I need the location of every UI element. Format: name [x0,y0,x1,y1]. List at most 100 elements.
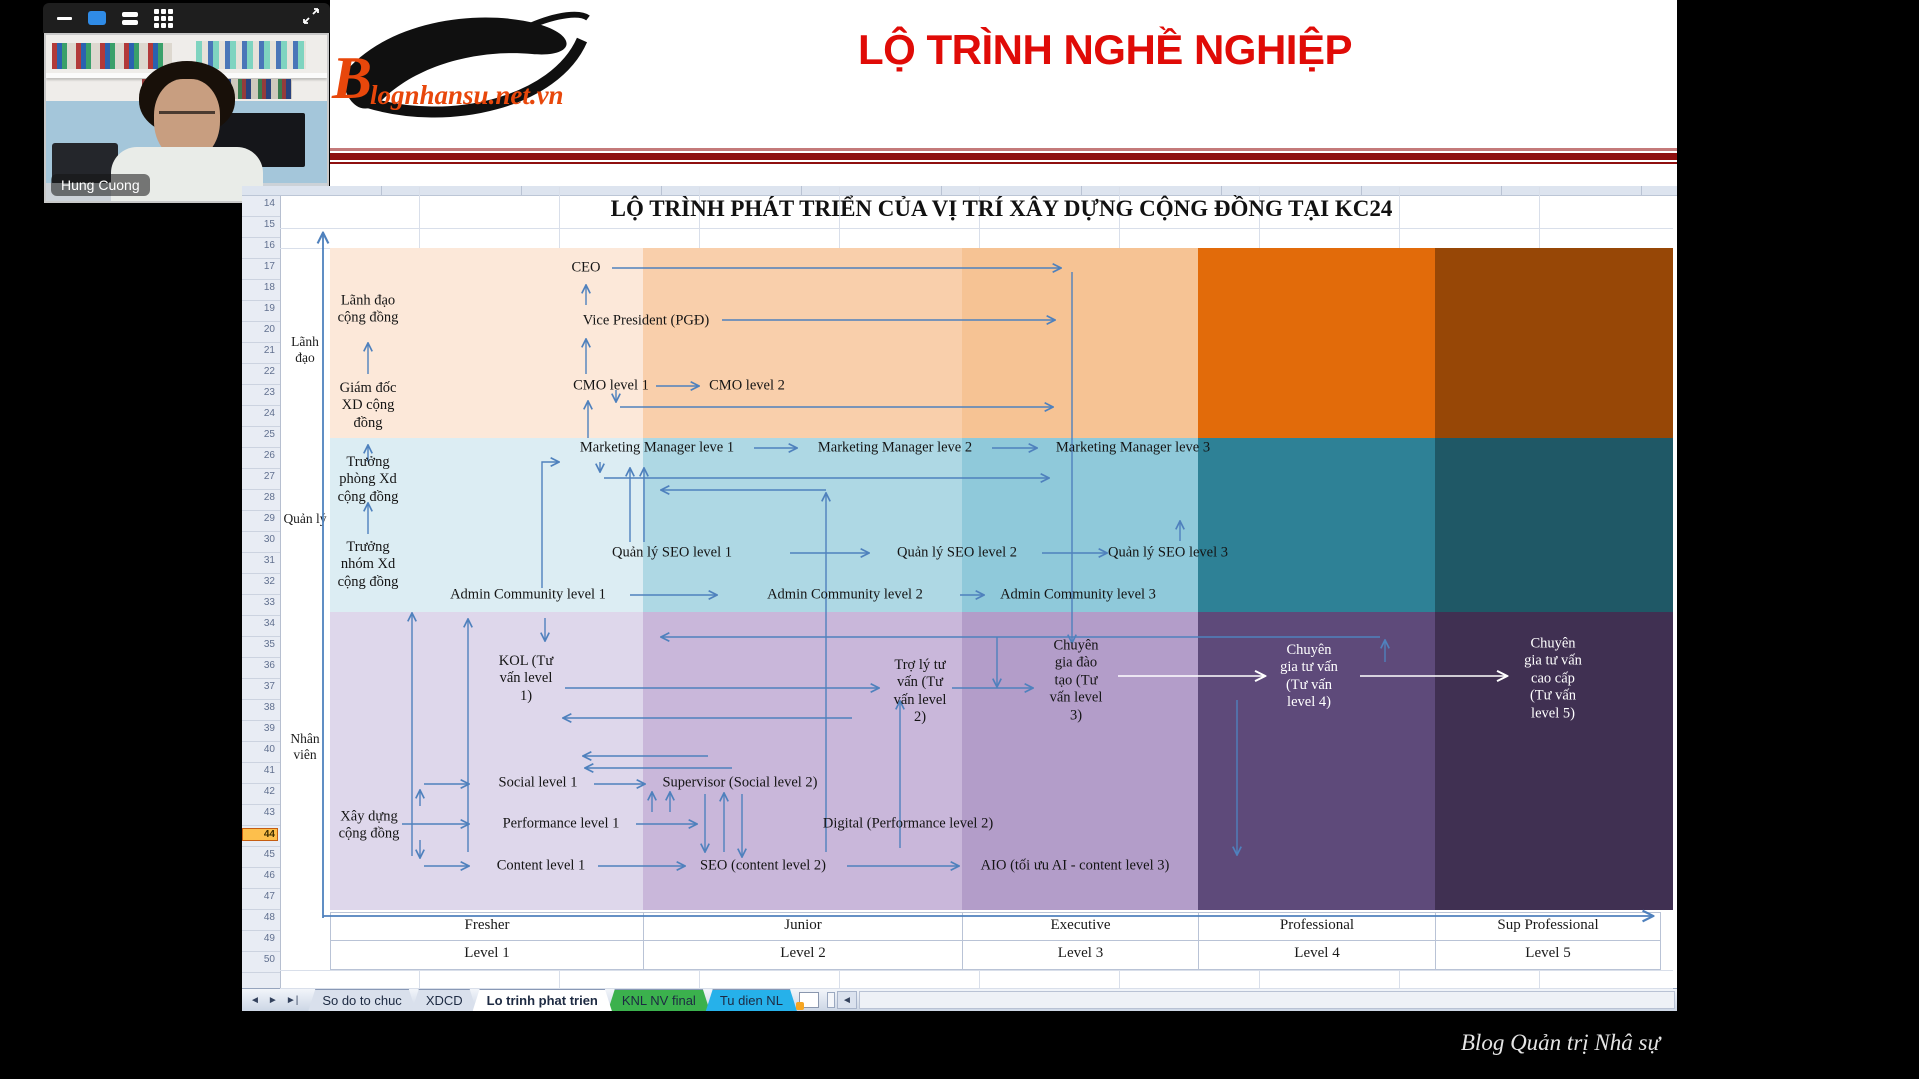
chart-cell [1435,248,1673,438]
position-node: Marketing Manager leve 3 [1055,439,1211,456]
position-node: Performance level 1 [502,815,620,832]
row-header[interactable]: 32 [263,576,275,587]
row-header[interactable]: 20 [263,324,275,335]
row-header[interactable]: 25 [263,429,275,440]
row-header[interactable]: 16 [263,240,275,251]
chart-cell [962,248,1198,438]
row-header[interactable]: 18 [263,282,275,293]
chart-cell [330,438,643,612]
minimize-icon[interactable] [57,16,72,20]
page-title: LỘ TRÌNH NGHỀ NGHIỆP [857,26,1353,73]
horizontal-scrollbar[interactable] [858,991,1675,1009]
row-header[interactable]: 35 [263,639,275,650]
tab-scroll-button[interactable]: ► [267,994,278,1006]
position-node: KOL (Tư vấn level 1) [498,652,554,704]
row-header[interactable]: 15 [263,219,275,230]
row-header[interactable]: 28 [263,492,275,503]
tab-splitter[interactable] [826,992,835,1008]
row-header[interactable]: 39 [263,723,275,734]
position-node: AIO (tối ưu AI - content level 3) [980,857,1170,874]
row-header[interactable]: 24 [263,408,275,419]
level-number-cell: Level 2 [643,941,962,970]
row-header[interactable]: 30 [263,534,275,545]
sheet-tab-xdcd[interactable]: XDCD [412,989,477,1011]
position-node: Lãnh đạo cộng đồng [337,292,399,326]
active-view-icon[interactable] [88,11,106,25]
level-number-cell: Level 3 [962,941,1198,970]
row-header[interactable]: 46 [263,870,275,881]
position-node: Supervisor (Social level 2) [662,774,818,791]
position-node: Content level 1 [496,857,586,874]
sheet-tab-lo-trinh-phat-trien[interactable]: Lo trinh phat trien [473,989,612,1011]
position-node: Admin Community level 1 [450,586,606,603]
level-name-cell: Executive [962,912,1198,941]
participant-name: Hung Cuong [51,174,150,196]
grid-bottom-margin [280,970,1673,988]
row-header[interactable]: 47 [263,891,275,902]
row-header[interactable]: 34 [263,618,275,629]
position-node: Marketing Manager leve 1 [579,439,735,456]
level-name-cell: Professional [1198,912,1435,941]
row-header[interactable]: 37 [263,681,275,692]
position-node: Trưởng phòng Xd cộng đồng [337,453,399,505]
grid-top-margin [280,187,1673,248]
row-header[interactable]: 48 [263,912,275,923]
chart-cell [1198,248,1435,438]
insert-worksheet-icon[interactable] [795,992,819,1010]
sheet-tab-so-do-to-chuc[interactable]: So do to chuc [308,989,416,1011]
webcam-video: Hung Cuong [44,33,329,203]
tab-scroll-button[interactable]: ►| [285,994,299,1006]
header-divider [330,148,1677,164]
band-label: Nhân viên [290,731,320,762]
row-header[interactable]: 33 [263,597,275,608]
speaker-view-icon[interactable] [122,11,138,25]
row-header[interactable]: 17 [263,261,275,272]
position-node: Vice President (PGĐ) [582,312,710,329]
row-header[interactable]: 29 [263,513,275,524]
level-name-cell: Fresher [330,912,643,941]
row-header[interactable]: 26 [263,450,275,461]
position-node: Chuyên gia đào tạo (Tư vấn level 3) [1049,637,1103,724]
tab-nav-buttons: ◄ ► ►| [242,989,308,1011]
row-header[interactable]: 44 [242,828,278,841]
position-node: Quản lý SEO level 3 [1107,544,1229,561]
row-header[interactable]: 23 [263,387,275,398]
row-header[interactable]: 42 [263,786,275,797]
chart-cell [643,438,962,612]
scroll-left-button[interactable]: ◄ [836,991,857,1009]
position-node: Chuyên gia tư vấn cao cấp (Tư vấn level … [1524,635,1582,722]
row-header[interactable]: 14 [263,198,275,209]
chart-cell [1198,438,1435,612]
row-headers[interactable]: 14 15 16 17 18 19 20 21 22 23 24 25 26 27 28 29 30 31 32 33… [242,196,281,988]
position-node: Quản lý SEO level 2 [896,544,1018,561]
position-node: Xây dựng cộng đồng [338,808,400,842]
webcam-overlay: Hung Cuong [43,3,330,203]
sheet-tab-bar: ◄ ► ►| So do to chuc XDCD Lo trinh phat trie… [242,988,1677,1011]
row-header[interactable]: 19 [263,303,275,314]
logo-swoosh-icon [342,11,590,118]
row-header[interactable]: 43 [263,807,275,818]
position-node: Quản lý SEO level 1 [611,544,733,561]
row-header[interactable]: 49 [263,933,275,944]
row-header[interactable]: 36 [263,660,275,671]
band-label: Quản lý [283,511,327,526]
sheet-tab-knl-nv-final[interactable]: KNL NV final [608,989,710,1011]
band-label: Lãnh đạo [291,334,319,365]
row-header[interactable]: 40 [263,744,275,755]
level-name-cell: Junior [643,912,962,941]
chart-cell [643,248,962,438]
gallery-view-icon[interactable] [154,8,173,28]
row-header[interactable]: 31 [263,555,275,566]
row-header[interactable]: 41 [263,765,275,776]
axis-right-border [1660,912,1661,970]
row-header[interactable]: 45 [263,849,275,860]
row-header[interactable]: 22 [263,366,275,377]
expand-icon[interactable] [302,7,320,30]
row-header[interactable]: 50 [263,954,275,965]
row-header[interactable]: 21 [263,345,275,356]
row-header[interactable]: 38 [263,702,275,713]
tab-scroll-button[interactable]: ◄ [250,994,260,1006]
level-number-cell: Level 4 [1198,941,1435,970]
row-header[interactable]: 27 [263,471,275,482]
sheet-tab-tu-dien-nl[interactable]: Tu dien NL [706,989,797,1011]
